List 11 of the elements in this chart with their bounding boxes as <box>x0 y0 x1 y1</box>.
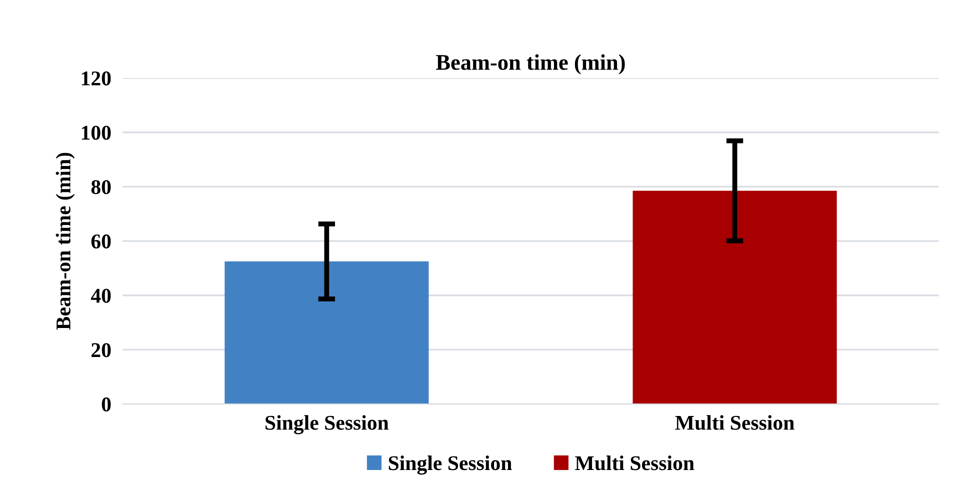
y-tick-label: 0 <box>102 397 111 412</box>
y-tick-label: 60 <box>91 234 111 248</box>
legend-label: Multi Session <box>575 456 694 470</box>
chart-title: Beam-on time (min) <box>436 54 625 74</box>
legend-label: Single Session <box>388 456 512 475</box>
y-tick-label: 100 <box>82 126 111 140</box>
y-tick-label: 40 <box>90 288 111 303</box>
y-axis-title: Beam-on time (min) <box>56 152 75 330</box>
y-tick-label: 80 <box>91 180 111 194</box>
y-tick-label: 120 <box>82 71 111 86</box>
y-tick-label: 20 <box>92 343 111 358</box>
